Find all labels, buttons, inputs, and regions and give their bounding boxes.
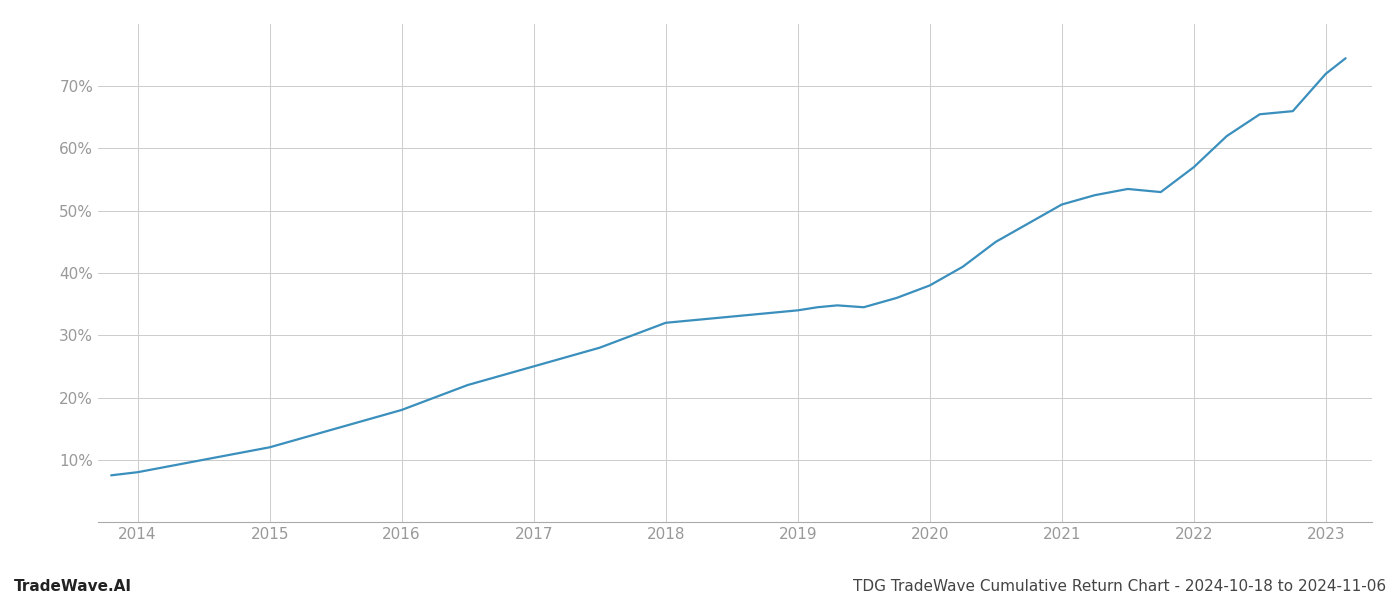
Text: TDG TradeWave Cumulative Return Chart - 2024-10-18 to 2024-11-06: TDG TradeWave Cumulative Return Chart - … bbox=[853, 579, 1386, 594]
Text: TradeWave.AI: TradeWave.AI bbox=[14, 579, 132, 594]
